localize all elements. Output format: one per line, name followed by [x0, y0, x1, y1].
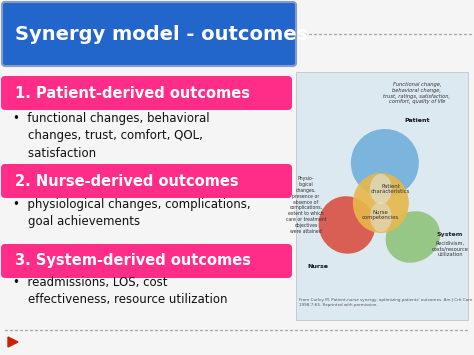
Text: 2. Nurse-derived outcomes: 2. Nurse-derived outcomes [15, 174, 238, 189]
Text: Nurse: Nurse [308, 264, 328, 269]
Text: Functional change,
behavioral change,
trust, ratings, satisfaction,
comfort, qua: Functional change, behavioral change, tr… [383, 82, 450, 104]
Text: Physio-
logical
changes,
presence or
absence of
complications,
extent to which
c: Physio- logical changes, presence or abs… [286, 176, 326, 234]
Ellipse shape [385, 211, 440, 263]
Ellipse shape [319, 196, 375, 254]
FancyBboxPatch shape [1, 76, 292, 110]
Text: 3. System-derived outcomes: 3. System-derived outcomes [15, 253, 251, 268]
FancyBboxPatch shape [1, 244, 292, 278]
Ellipse shape [353, 173, 409, 233]
FancyBboxPatch shape [2, 2, 296, 66]
Ellipse shape [370, 174, 392, 204]
Text: •  physiological changes, complications,
    goal achievements: • physiological changes, complications, … [13, 198, 251, 229]
Polygon shape [8, 337, 18, 347]
Ellipse shape [351, 129, 419, 197]
Text: Recidivism,
costs/resource
utilization: Recidivism, costs/resource utilization [431, 241, 468, 257]
Ellipse shape [370, 202, 392, 232]
Text: System: System [437, 233, 463, 237]
Text: Patient
characteristics: Patient characteristics [371, 184, 410, 194]
Text: From Curley M. Patient-nurse synergy: optimizing patients' outcomes. Am J Crit C: From Curley M. Patient-nurse synergy: op… [299, 298, 473, 307]
Text: Synergy model - outcomes: Synergy model - outcomes [15, 24, 308, 44]
Text: Nurse
competencies: Nurse competencies [362, 209, 400, 220]
FancyBboxPatch shape [296, 72, 468, 320]
Text: 1. Patient-derived outcomes: 1. Patient-derived outcomes [15, 86, 250, 100]
FancyBboxPatch shape [1, 164, 292, 198]
Text: Patient: Patient [404, 118, 429, 123]
Text: •  readmissions, LOS, cost
    effectiveness, resource utilization: • readmissions, LOS, cost effectiveness,… [13, 276, 228, 306]
Text: •  functional changes, behavioral
    changes, trust, comfort, QOL,
    satisfac: • functional changes, behavioral changes… [13, 112, 210, 160]
